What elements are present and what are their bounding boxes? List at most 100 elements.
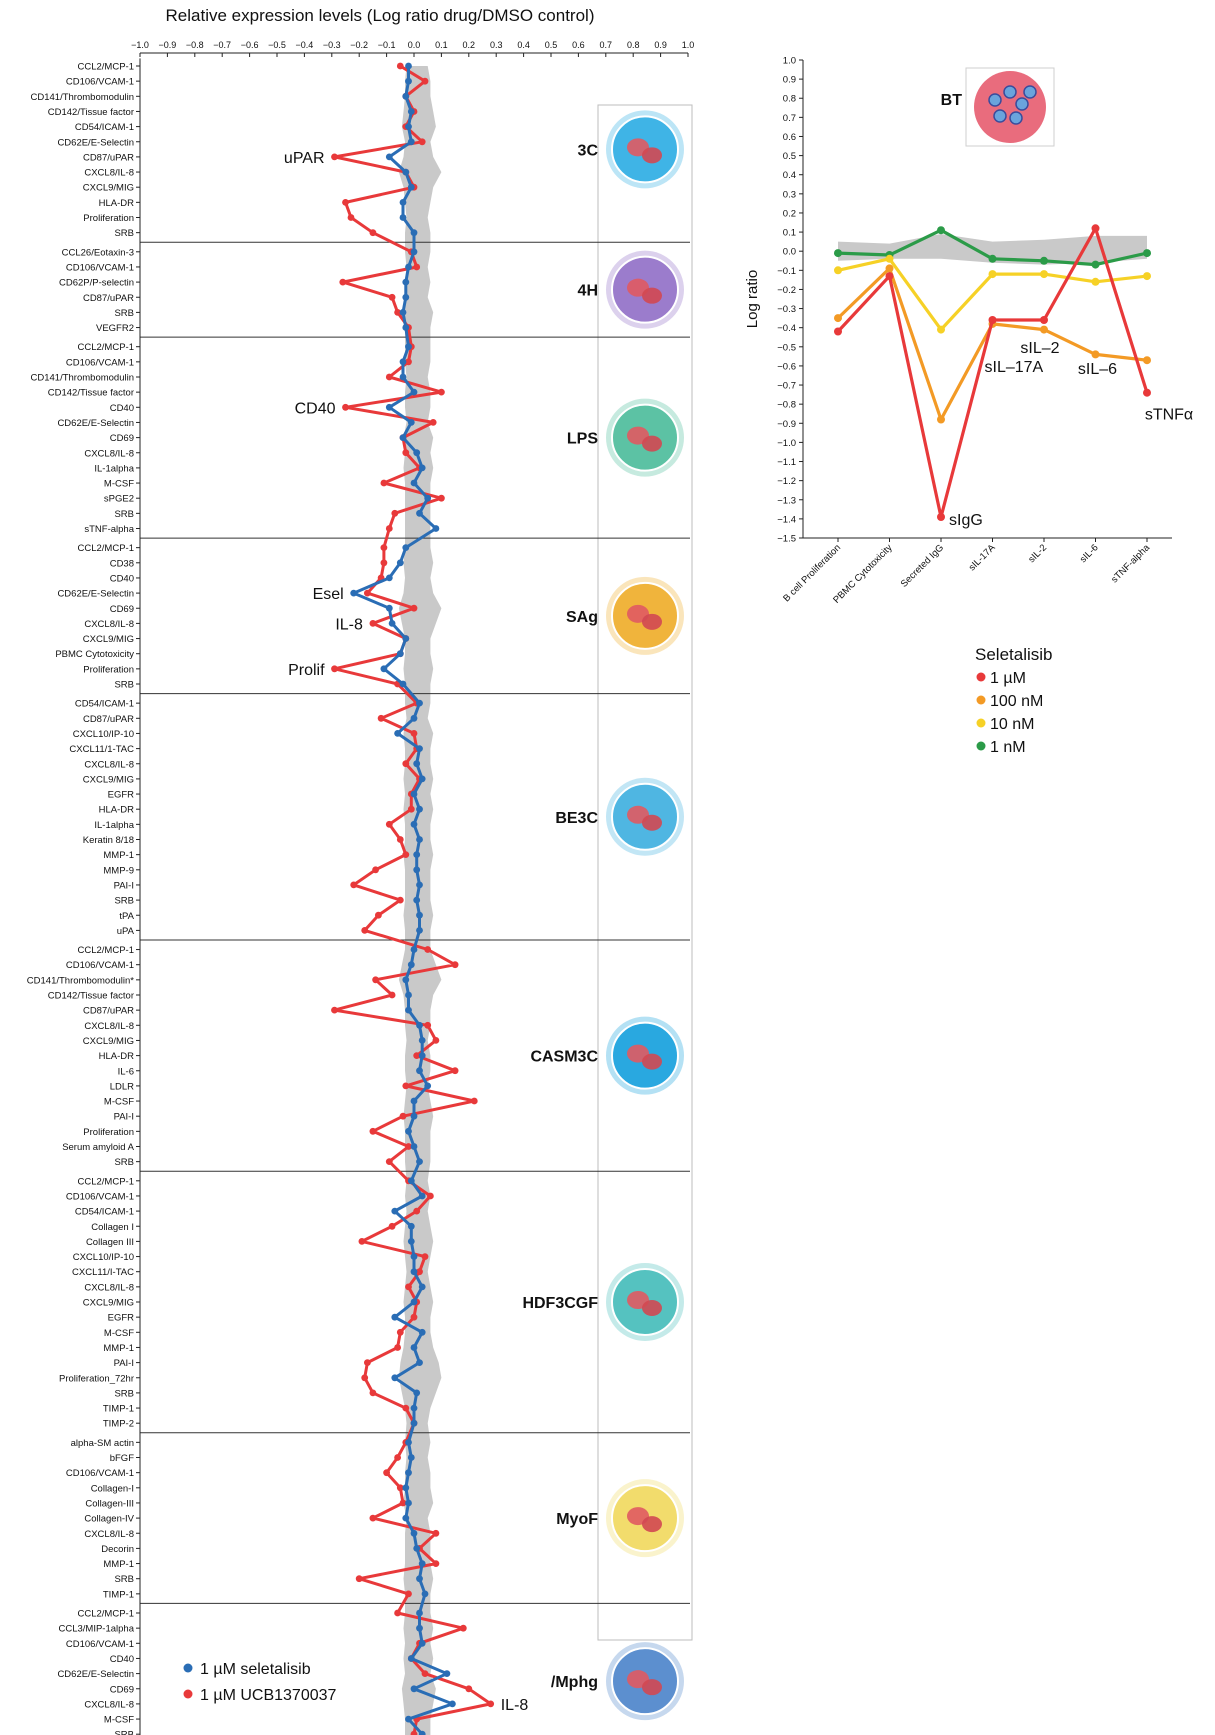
data-point-seletalisib: [402, 1484, 410, 1492]
data-point-ucb1370037: [375, 911, 382, 919]
data-point-seletalisib: [416, 1359, 423, 1366]
row-label: SRB: [114, 228, 134, 239]
panel-name: /Mphg: [551, 1674, 598, 1691]
data-point-ucb1370037: [418, 138, 426, 146]
data-point-seletalisib: [350, 589, 358, 597]
annotation-label: IL-8: [335, 616, 363, 633]
data-point-ucb1370037: [432, 1560, 440, 1567]
x-tick-label: 0.0: [408, 40, 421, 50]
data-point: [1091, 260, 1100, 269]
row-label: PBMC Cytotoxicity: [55, 649, 134, 660]
data-point-ucb1370037: [405, 1143, 412, 1150]
row-label: CXCL8/IL-8: [84, 1021, 134, 1032]
data-point-seletalisib: [413, 851, 421, 858]
row-label: CD62E/E-Selectin: [57, 589, 134, 600]
data-point-seletalisib: [449, 1700, 456, 1708]
data-point-seletalisib: [416, 1021, 423, 1029]
data-point-seletalisib: [402, 168, 410, 176]
row-label: Proliferation: [83, 664, 134, 675]
data-point-seletalisib: [418, 1730, 426, 1735]
cell-image-frame: [597, 104, 693, 1641]
data-point-ucb1370037: [396, 1484, 404, 1492]
row-label: CD141/Thrombomodulin: [31, 373, 135, 384]
data-point-seletalisib: [385, 153, 393, 161]
data-point-ucb1370037: [424, 946, 432, 953]
data-point: [1091, 277, 1100, 286]
row-label: CXCL9/MIG: [83, 634, 134, 645]
data-point-seletalisib: [416, 699, 423, 707]
row-label: CXCL10/IP-10: [73, 1252, 134, 1263]
y-tick-label: 0.5: [783, 151, 796, 162]
data-point-ucb1370037: [391, 509, 399, 517]
data-point-ucb1370037: [396, 62, 404, 70]
x-tick-label: −0.9: [159, 40, 177, 50]
row-label: bFGF: [110, 1453, 134, 1464]
data-point-seletalisib: [413, 866, 421, 874]
data-point-ucb1370037: [402, 851, 410, 858]
cell-glyph: [1023, 85, 1037, 99]
annotation-label: uPAR: [284, 150, 325, 167]
row-label: EGFR: [108, 1313, 135, 1324]
row-label: PAI-I: [114, 880, 134, 891]
row-label: CCL3/MIP-1alpha: [58, 1624, 134, 1635]
annotation-label: sIgG: [949, 512, 983, 529]
data-point-seletalisib: [402, 635, 410, 642]
cell-glyph: [642, 1300, 662, 1316]
data-point-seletalisib: [418, 1192, 426, 1200]
row-label: Serum amyloid A: [62, 1142, 134, 1153]
data-point-seletalisib: [418, 1639, 426, 1647]
row-label: CXCL8/IL-8: [84, 448, 134, 459]
data-point-ucb1370037: [347, 214, 355, 221]
data-point: [937, 325, 945, 334]
y-tick-label: 0.7: [783, 113, 796, 124]
data-point-ucb1370037: [413, 263, 421, 271]
data-point-ucb1370037: [385, 373, 393, 381]
row-label: CD142/Tissue factor: [48, 388, 134, 399]
row-label: TIMP-1: [103, 1404, 134, 1415]
data-point-ucb1370037: [369, 1514, 377, 1522]
data-point-seletalisib: [410, 388, 418, 396]
data-point-ucb1370037: [358, 1238, 366, 1245]
data-point-ucb1370037: [369, 620, 377, 627]
data-point-seletalisib: [416, 836, 423, 843]
data-point-seletalisib: [418, 1560, 426, 1567]
data-point-ucb1370037: [402, 1404, 410, 1412]
data-point-seletalisib: [407, 1655, 415, 1662]
data-point-ucb1370037: [405, 358, 412, 366]
data-point-seletalisib: [391, 1207, 399, 1215]
data-point-ucb1370037: [383, 1469, 390, 1477]
row-label: LDLR: [110, 1081, 134, 1092]
row-label: CD62E/E-Selectin: [57, 418, 134, 429]
cell-glyph: [642, 287, 662, 304]
x-tick-label: sTNF-alpha: [1109, 542, 1152, 585]
data-point-ucb1370037: [416, 1268, 423, 1276]
row-label: Proliferation: [83, 213, 134, 224]
data-point-seletalisib: [432, 525, 440, 532]
x-tick-label: −0.8: [186, 40, 204, 50]
data-point-seletalisib: [410, 479, 418, 487]
legend-label: 100 nM: [990, 693, 1043, 710]
data-point-ucb1370037: [432, 1529, 440, 1537]
row-label: CD40: [110, 403, 134, 414]
row-label: MMP-1: [103, 850, 134, 861]
cell-glyph: [993, 109, 1007, 123]
row-label: CD106/VCAM-1: [66, 960, 134, 971]
data-point-seletalisib: [405, 1715, 412, 1723]
row-label: MMP-1: [103, 1343, 134, 1354]
data-point-ucb1370037: [424, 1021, 432, 1029]
row-label: SRB: [114, 1730, 134, 1735]
data-point-seletalisib: [418, 1283, 426, 1291]
data-point-seletalisib: [416, 927, 423, 934]
x-tick-label: sIL-6: [1078, 542, 1101, 565]
panel-name: LPS: [567, 431, 598, 448]
data-point-seletalisib: [405, 123, 412, 130]
data-point-ucb1370037: [388, 991, 396, 999]
row-label: Proliferation: [83, 1127, 134, 1138]
data-point: [885, 264, 894, 273]
data-point-seletalisib: [402, 544, 410, 551]
y-tick-label: 0.1: [783, 228, 796, 239]
data-point-seletalisib: [405, 62, 412, 70]
row-label: SRB: [114, 308, 134, 319]
x-tick-label: 0.2: [463, 40, 476, 50]
row-label: CCL2/MCP-1: [78, 543, 135, 554]
